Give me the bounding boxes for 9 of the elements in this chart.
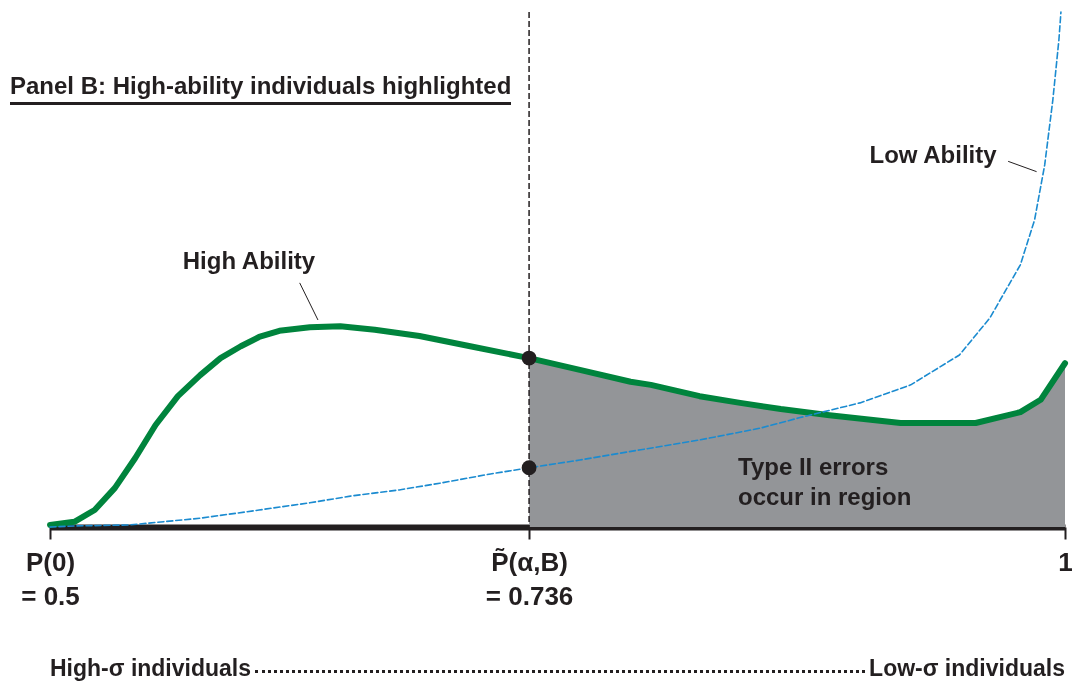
series-label: Low Ability xyxy=(869,141,998,169)
x-tick-label: P(0) = 0.5 xyxy=(21,546,80,611)
x-tick-label: 1 xyxy=(1058,546,1073,577)
text: Panel B: High-ability individuals highlighted xyxy=(10,72,512,105)
annotation: Type II errors occur in region xyxy=(738,452,912,512)
x-tick-label: P̃(α,B) = 0.736 xyxy=(485,546,574,611)
text: High-σ individuals xyxy=(50,655,252,682)
text: Low-σ individuals xyxy=(869,655,1065,682)
text: High Ability xyxy=(182,246,316,274)
